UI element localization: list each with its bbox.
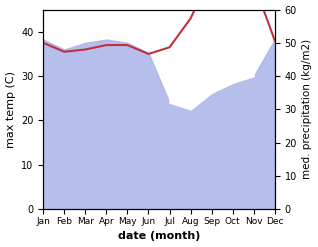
- X-axis label: date (month): date (month): [118, 231, 200, 242]
- Y-axis label: max temp (C): max temp (C): [5, 71, 16, 148]
- Y-axis label: med. precipitation (kg/m2): med. precipitation (kg/m2): [302, 39, 313, 180]
